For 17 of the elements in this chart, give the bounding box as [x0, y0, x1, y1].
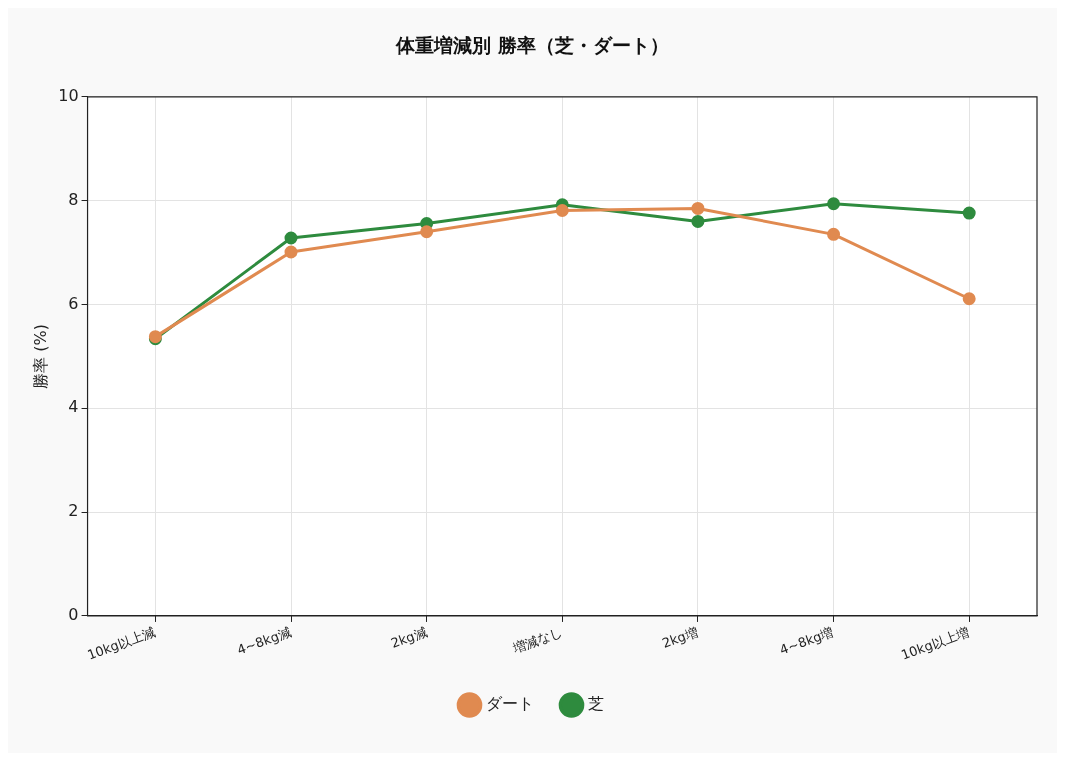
- y-tick-label: 8: [68, 189, 79, 209]
- x-tick-label: 4~8kg増: [777, 624, 836, 658]
- y-tick-label: 10: [58, 85, 79, 105]
- y-tick-label: 0: [68, 605, 79, 625]
- x-tick-label: 4~8kg減: [235, 624, 294, 658]
- y-tick-label: 4: [68, 397, 79, 417]
- legend-label: ダート: [485, 694, 534, 714]
- x-tick-label: 2kg減: [388, 624, 429, 651]
- y-tick-label: 2: [68, 501, 79, 521]
- x-tick-label: 10kg以上増: [899, 624, 972, 663]
- x-tick-label: 2kg増: [660, 624, 701, 651]
- x-tick-label: 10kg以上減: [85, 624, 158, 663]
- y-axis-title: 勝率 (%): [30, 323, 50, 389]
- legend-label: 芝: [587, 694, 604, 714]
- y-tick-label: 6: [68, 293, 79, 313]
- x-tick-label: 増減なし: [509, 624, 565, 657]
- chart-title: 体重増減別 勝率（芝・ダート）: [395, 34, 669, 57]
